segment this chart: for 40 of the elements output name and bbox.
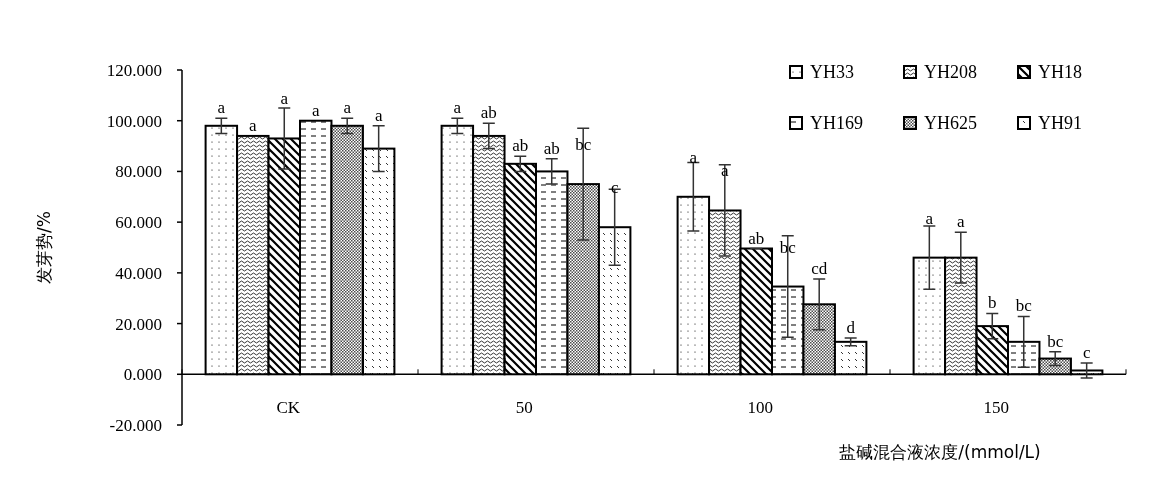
y-tick-label: 80.000 (115, 162, 162, 182)
legend-label: YH208 (924, 62, 977, 82)
data-label: a (453, 98, 462, 118)
data-label: ab (543, 138, 560, 158)
y-tick-label: 100.000 (106, 111, 162, 131)
legend-label: YH91 (1038, 113, 1082, 133)
data-label: cd (811, 258, 828, 278)
legend-label: YH18 (1038, 62, 1082, 82)
data-label: a (689, 147, 698, 167)
x-tick-label: 150 (983, 398, 1009, 417)
y-tick-label: 120.000 (106, 61, 162, 80)
x-tick-label: 50 (515, 398, 533, 417)
y-tick-label: 20.000 (115, 314, 162, 334)
data-label: a (217, 98, 226, 118)
data-label: bc (1015, 296, 1033, 316)
x-tick-label: 100 (747, 398, 773, 417)
data-label: bc (1047, 331, 1064, 351)
data-label: ab (748, 228, 765, 248)
data-label: c (1082, 342, 1091, 362)
data-label: b (988, 293, 997, 313)
data-label: ab (512, 136, 529, 156)
legend-label: YH33 (810, 62, 854, 82)
x-axis-title: 盐碱混合液浓度/(mmol/L) (839, 442, 1041, 462)
data-label: a (249, 115, 258, 135)
y-tick-label: 40.000 (115, 263, 162, 283)
data-label: a (311, 100, 320, 120)
data-label: a (343, 98, 352, 118)
data-label: a (957, 212, 966, 232)
legend-label: YH625 (924, 113, 977, 133)
data-label: a (374, 105, 383, 125)
data-label: d (846, 318, 856, 338)
y-tick-label: -20.000 (109, 416, 162, 435)
y-tick-label: 60.000 (115, 213, 162, 233)
legend-label: YH169 (810, 113, 863, 133)
data-label: ab (480, 103, 497, 123)
y-tick-label: 0.000 (123, 365, 162, 385)
data-label: a (280, 89, 289, 109)
y-axis-title: 发芽势/% (34, 211, 54, 284)
data-label: a (925, 208, 934, 228)
x-tick-label: CK (276, 398, 301, 417)
